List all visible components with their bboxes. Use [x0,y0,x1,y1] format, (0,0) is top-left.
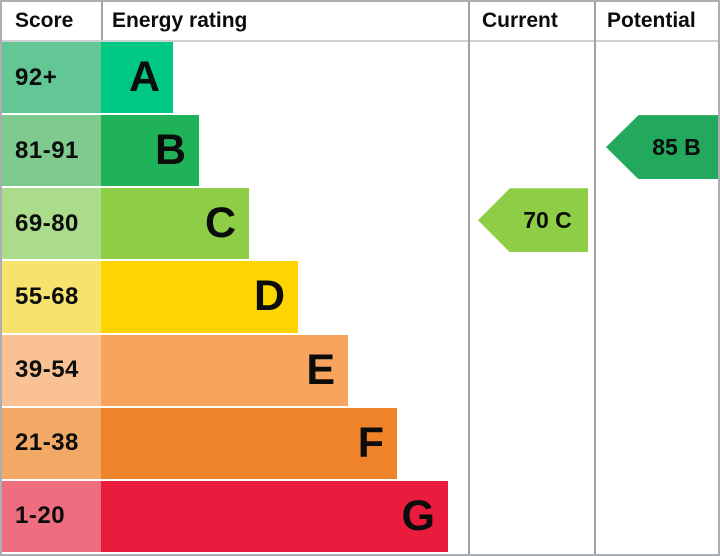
header-divider-line [2,40,718,42]
band-letter: F [357,418,384,467]
band-letter: A [128,53,160,102]
header-score-label: Score [15,9,74,32]
band-row: 81-91 B [2,115,718,188]
band-bar: F [101,407,397,479]
band-score: 1-20 [2,480,101,552]
header-potential: Potential [594,2,718,40]
band-score: 69-80 [2,188,101,260]
band-bar: E [101,334,348,406]
divider-score-energy [101,2,103,40]
band-row: 39-54 E [2,334,718,408]
band-row: 1-20 G [2,480,718,554]
header-current-label: Current [482,9,558,32]
band-row: 92+ A [2,42,718,115]
current-rating-label: 70 C [523,206,572,233]
band-letter: D [253,272,285,321]
band-score: 39-54 [2,334,101,406]
header-energy-rating-label: Energy rating [112,9,248,32]
header-score: Score [2,2,101,40]
header-energy-rating: Energy rating [101,2,468,40]
band-score: 92+ [2,42,101,114]
band-row: 55-68 D [2,261,718,334]
band-row: 69-80 C [2,188,718,261]
band-bar: C [101,188,249,260]
band-letter: E [306,345,335,394]
band-letter: B [154,126,186,175]
band-bar: A [101,42,173,114]
band-letter: G [401,491,435,540]
band-bar: G [101,480,448,552]
band-row: 21-38 F [2,407,718,481]
header-current: Current [468,2,594,40]
band-bar: B [101,115,199,187]
header-potential-label: Potential [607,9,696,32]
band-letter: C [204,199,236,248]
band-score: 81-91 [2,115,101,187]
band-bar: D [101,261,298,333]
band-score: 21-38 [2,407,101,479]
divider-energy-current [468,2,470,554]
potential-rating-label: 85 B [652,133,701,160]
divider-current-potential [594,2,596,554]
bands: 92+ A 81-91 B 69-80 C 55-68 D 39-54 [2,42,718,554]
band-score: 55-68 [2,261,101,333]
